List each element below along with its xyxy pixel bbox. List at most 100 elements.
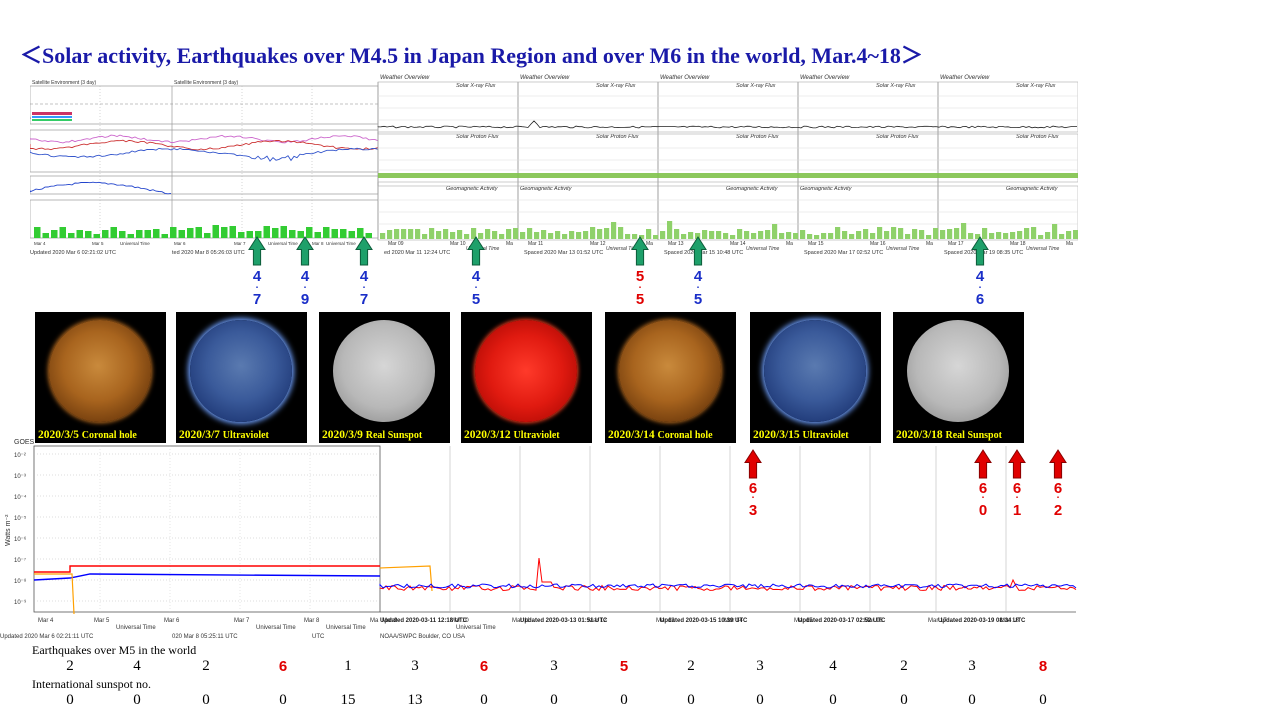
x-tick-label: Mar 17 <box>948 241 964 247</box>
sunspot-number: 0 <box>279 692 287 708</box>
kp-bar <box>716 231 722 239</box>
kp-bar <box>401 229 407 239</box>
universal-time-label: Universal Time <box>886 246 920 252</box>
kp-bar <box>85 231 92 238</box>
kp-bar <box>702 230 708 239</box>
sun-disc <box>333 320 435 422</box>
sun-image-panel: 2020/3/7 Ultraviolet <box>176 312 307 443</box>
world-quake-arrow <box>1008 449 1026 479</box>
kp-bar <box>161 234 168 238</box>
sun-image-caption: 2020/3/7 Ultraviolet <box>179 429 269 441</box>
proton-flux-marker <box>32 116 72 118</box>
kp-bar <box>744 231 750 239</box>
kp-bar <box>280 226 287 238</box>
kp-bar <box>933 228 939 239</box>
xray-flux-line <box>377 120 1077 129</box>
kp-bar <box>387 230 393 239</box>
kp-bar <box>835 227 841 239</box>
universal-time-label: Universal Time <box>456 625 496 631</box>
universal-time-label: Universal Time <box>746 246 780 252</box>
sun-disc <box>619 320 721 422</box>
sunspot-number: 15 <box>340 692 356 708</box>
kp-bar <box>527 228 533 239</box>
kp-bar <box>877 227 883 239</box>
kp-bar <box>255 231 262 238</box>
xray-subplot-title: Solar X-ray Flux <box>1016 83 1056 89</box>
world-quake-count: 6 <box>278 658 288 675</box>
arrow-shape <box>974 449 992 479</box>
arrow-shape <box>689 236 707 266</box>
sunspot-number: 0 <box>1039 692 1047 708</box>
universal-time-label: Universal Time <box>606 246 640 252</box>
sunspot-number: 0 <box>687 692 695 708</box>
kp-bar <box>1024 228 1030 239</box>
sunspot-number: 0 <box>829 692 837 708</box>
quake-magnitude: 4 <box>693 268 703 285</box>
universal-time-label: Universal Time <box>1026 246 1060 252</box>
arrow-shape <box>248 236 266 266</box>
left-subplot-frame <box>30 175 379 195</box>
caption-date: 2020/3/15 <box>753 429 803 441</box>
sun-disc <box>49 320 151 422</box>
xray-subplot-title: Solar X-ray Flux <box>596 83 636 89</box>
arrow-shape <box>1049 449 1067 479</box>
sunspot-number: 0 <box>756 692 764 708</box>
proton-subplot-title: Solar Proton Flux <box>736 134 779 140</box>
quake-magnitude: 6 <box>1053 480 1063 497</box>
sun-image-caption: 2020/3/12 Ultraviolet <box>464 429 560 441</box>
sunspot-number: 0 <box>550 692 558 708</box>
kp-bar <box>674 229 680 239</box>
kp-bar <box>1031 227 1037 239</box>
geomag-subplot-title: Geomagnetic Activity <box>520 186 573 192</box>
proton-flux-band <box>378 173 1078 178</box>
update-label: Updated 2020-03-13 01:51 UTC <box>520 618 608 624</box>
decimal-point: . <box>751 490 755 501</box>
world-quake-count: 5 <box>619 658 629 675</box>
x-tick-label: Mar 13 <box>668 241 684 247</box>
x-tick-label: Mar 5 <box>92 241 104 246</box>
kp-bar <box>464 234 470 239</box>
x-tick-label: Mar 11 <box>528 241 543 247</box>
sunspot-number: 0 <box>66 692 74 708</box>
kp-bar <box>625 234 631 239</box>
kp-bar <box>415 229 421 239</box>
japan-quake-arrow <box>467 236 485 266</box>
kp-bar <box>323 227 330 238</box>
quake-magnitude: 4 <box>975 268 985 285</box>
world-quake-arrow <box>744 449 762 479</box>
world-quake-count: 3 <box>550 658 558 674</box>
decimal-point: . <box>1056 490 1060 501</box>
kp-bar <box>828 233 834 239</box>
xray-subplot-title: Solar X-ray Flux <box>456 83 496 89</box>
right-subplot-frame <box>377 81 1078 133</box>
kp-bar <box>842 231 848 239</box>
right-subplot-frame <box>377 133 1078 183</box>
caption-type: Ultraviolet <box>513 430 560 441</box>
kp-bar <box>1073 230 1078 239</box>
caption-type: Ultraviolet <box>802 430 849 441</box>
decimal-point: . <box>362 280 366 291</box>
kp-bar <box>800 230 806 239</box>
quake-decimal: 7 <box>359 291 369 308</box>
decimal-point: . <box>696 280 700 291</box>
kp-bar <box>653 235 659 239</box>
kp-bar <box>506 229 512 239</box>
universal-time-label: Universal Time <box>326 625 366 631</box>
kp-bar <box>555 231 561 239</box>
kp-bar <box>968 233 974 239</box>
quake-decimal: 3 <box>748 502 758 519</box>
decimal-point: . <box>474 280 478 291</box>
x-tick-label: Mar 7 <box>234 241 246 246</box>
kp-bar <box>541 230 547 239</box>
x-tick-label: Mar 14 <box>724 618 743 624</box>
world-quake-count: 4 <box>133 658 141 674</box>
kp-bar <box>793 233 799 239</box>
kp-bar <box>246 231 253 238</box>
japan-quake-arrow <box>971 236 989 266</box>
kp-bar <box>340 229 347 238</box>
sun-disc <box>475 320 577 422</box>
kp-bar <box>562 234 568 239</box>
world-quake-count: 1 <box>344 658 352 674</box>
world-quake-count: 2 <box>687 658 695 674</box>
kp-bar <box>947 229 953 239</box>
